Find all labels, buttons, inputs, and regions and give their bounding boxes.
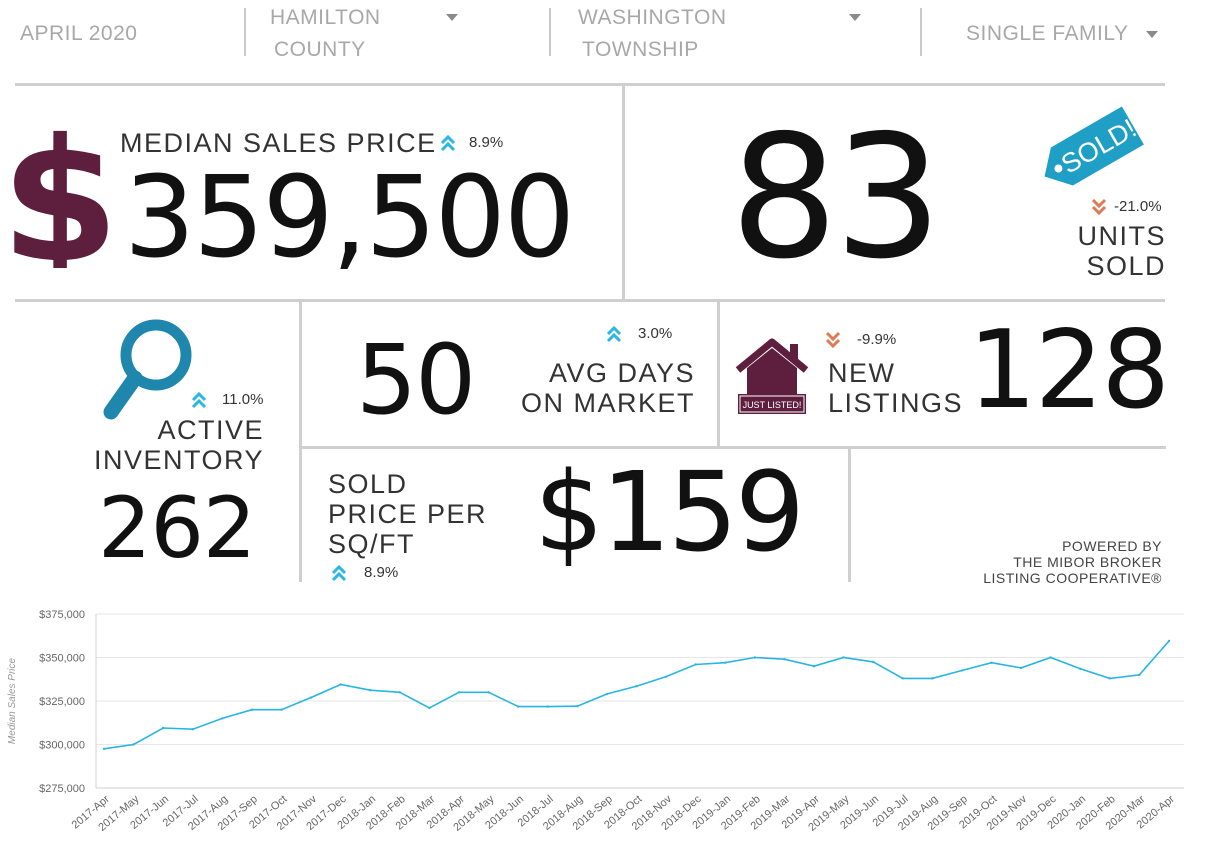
avg-days-change: 3.0% xyxy=(638,325,673,342)
y-tick-label: $350,000 xyxy=(39,653,85,665)
down-arrow-icon xyxy=(825,331,841,349)
data-point xyxy=(871,660,875,664)
y-tick-label: $325,000 xyxy=(39,696,85,708)
down-arrow-icon xyxy=(1091,198,1107,216)
data-point xyxy=(546,705,549,708)
chevron-down-icon xyxy=(1146,31,1158,38)
county-line-1: HAMILTON xyxy=(270,6,381,29)
header-divider xyxy=(244,8,246,56)
data-point xyxy=(339,683,342,686)
active-inventory-change: 11.0% xyxy=(222,391,264,408)
data-point xyxy=(1167,639,1171,643)
data-point xyxy=(812,665,816,668)
up-arrow-icon xyxy=(606,325,622,343)
grid-divider xyxy=(15,83,1165,86)
data-point xyxy=(132,743,135,746)
data-point xyxy=(428,706,431,710)
header-divider xyxy=(920,8,922,56)
data-point xyxy=(398,691,402,694)
data-point xyxy=(250,708,254,711)
data-point xyxy=(931,677,934,680)
svg-text:$: $ xyxy=(12,118,108,268)
data-point xyxy=(191,727,194,731)
sold-tag-icon: SOLD! xyxy=(1024,100,1150,204)
grid-divider xyxy=(622,85,625,300)
township-select[interactable]: WASHINGTON TOWNSHIP xyxy=(576,2,866,66)
township-line-1: WASHINGTON xyxy=(578,6,727,29)
data-point xyxy=(1019,666,1023,670)
just-listed-text: JUST LISTED! xyxy=(743,400,802,410)
dollar-icon: $ xyxy=(1,103,119,301)
new-listings-change: -9.9% xyxy=(857,331,897,348)
data-point xyxy=(635,685,638,688)
grid-divider xyxy=(299,302,302,582)
price-sqft-label: SOLD PRICE PER SQ/FT xyxy=(328,469,488,559)
active-inventory-label: ACTIVE INVENTORY xyxy=(93,415,264,475)
data-point xyxy=(664,675,668,678)
county-select[interactable]: HAMILTON COUNTY xyxy=(268,2,468,66)
house-icon: JUST LISTED! xyxy=(734,338,810,416)
new-listings-value: 128 xyxy=(968,308,1170,433)
up-arrow-icon xyxy=(331,564,347,582)
grid-divider xyxy=(848,448,851,582)
y-tick-label: $375,000 xyxy=(39,609,85,621)
data-point xyxy=(842,656,845,659)
chevron-down-icon xyxy=(849,14,861,21)
units-sold-change: -21.0% xyxy=(1114,198,1162,215)
property-type-label: SINGLE FAMILY xyxy=(966,22,1129,45)
data-point xyxy=(309,696,313,699)
units-sold-value: 83 xyxy=(730,99,942,297)
data-point xyxy=(901,677,904,680)
data-point xyxy=(161,726,165,730)
median-price-change: 8.9% xyxy=(469,134,504,151)
data-point xyxy=(221,717,224,720)
data-point xyxy=(369,689,372,692)
y-tick-label: $275,000 xyxy=(39,783,85,795)
data-point xyxy=(102,747,106,751)
county-line-2: COUNTY xyxy=(274,38,366,61)
magnifier-icon xyxy=(100,315,196,425)
price-sqft-value: $159 xyxy=(534,448,805,576)
data-point xyxy=(753,656,757,659)
price-sqft-change: 8.9% xyxy=(364,564,399,581)
median-price-label: MEDIAN SALES PRICE xyxy=(120,128,437,158)
chevron-down-icon xyxy=(446,14,458,21)
data-point xyxy=(783,658,786,661)
data-point xyxy=(694,663,697,666)
data-point xyxy=(1138,673,1141,677)
median-price-value: 359,500 xyxy=(124,153,575,283)
new-listings-label: NEW LISTINGS xyxy=(828,358,964,418)
data-point xyxy=(960,669,964,672)
grid-divider xyxy=(717,302,720,447)
data-point xyxy=(605,692,609,696)
data-point xyxy=(724,661,727,664)
up-arrow-icon xyxy=(191,391,207,409)
powered-by-text: POWERED BY THE MIBOR BROKER LISTING COOPER… xyxy=(983,538,1162,586)
y-tick-label: $300,000 xyxy=(39,740,85,752)
units-sold-label: UNITS SOLD xyxy=(1077,221,1166,281)
up-arrow-icon xyxy=(440,134,456,152)
data-point xyxy=(516,705,520,708)
data-point xyxy=(1108,677,1112,680)
property-type-select[interactable]: SINGLE FAMILY xyxy=(966,18,1166,52)
grid-divider xyxy=(15,299,1165,302)
data-point xyxy=(280,708,283,711)
data-point xyxy=(487,691,490,694)
data-point xyxy=(990,661,993,664)
data-point xyxy=(1079,667,1082,671)
avg-days-label: AVG DAYS ON MARKET xyxy=(520,358,695,418)
grid-divider xyxy=(300,446,1166,449)
active-inventory-value: 262 xyxy=(98,479,256,577)
township-line-2: TOWNSHIP xyxy=(582,38,699,61)
median-price-chart: $275,000 $300,000 $325,000 $350,000 $375,000… xyxy=(7,609,1184,834)
header-divider xyxy=(549,8,551,56)
data-point xyxy=(1049,656,1052,659)
y-axis-label: Median Sales Price xyxy=(7,657,18,744)
data-point xyxy=(576,705,579,708)
data-point xyxy=(457,691,461,694)
avg-days-value: 50 xyxy=(356,324,476,436)
date-filter: APRIL 2020 xyxy=(20,22,138,45)
